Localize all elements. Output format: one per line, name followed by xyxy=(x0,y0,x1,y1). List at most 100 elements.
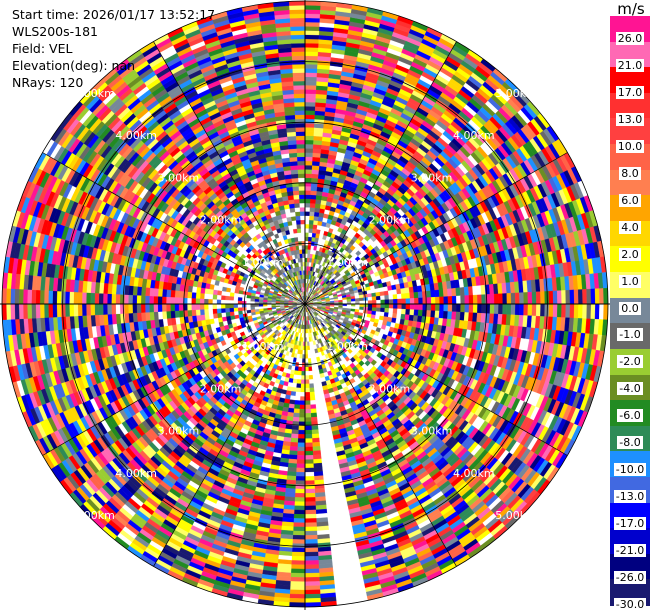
range-gate xyxy=(431,311,436,318)
range-gate xyxy=(595,289,600,304)
range-gate xyxy=(305,89,316,94)
range-gate xyxy=(456,288,461,296)
range-gate xyxy=(435,311,440,318)
range-gate xyxy=(305,468,314,472)
range-gate xyxy=(305,43,319,48)
range-gate xyxy=(372,297,376,301)
range-gate xyxy=(291,560,305,565)
range-gate xyxy=(536,292,541,304)
range-gate xyxy=(540,291,545,304)
range-gate xyxy=(305,102,316,106)
range-gate xyxy=(305,539,318,544)
range-gate xyxy=(289,455,297,460)
range-gate xyxy=(290,581,305,586)
range-gate xyxy=(540,304,545,317)
range-gate xyxy=(385,304,389,308)
range-gate xyxy=(305,165,312,169)
range-gate xyxy=(405,309,410,315)
range-gate xyxy=(310,207,315,212)
range-gate xyxy=(477,295,481,304)
range-gate xyxy=(305,472,314,476)
range-gate xyxy=(359,298,363,301)
range-gate xyxy=(298,434,305,438)
range-gate xyxy=(392,313,397,318)
range-gate xyxy=(305,438,312,442)
range-gate xyxy=(536,304,541,316)
range-gate xyxy=(360,304,364,307)
range-gate xyxy=(385,295,390,300)
range-gate xyxy=(305,506,316,510)
range-gate xyxy=(305,123,314,127)
range-gate xyxy=(305,405,311,409)
range-gate xyxy=(298,438,305,442)
range-gate xyxy=(300,396,305,400)
range-gate xyxy=(307,350,310,354)
range-gate xyxy=(410,293,415,299)
range-gate xyxy=(308,354,311,358)
range-gate xyxy=(511,304,515,315)
range-gate xyxy=(465,304,469,313)
range-gate xyxy=(298,426,305,430)
range-gate xyxy=(305,569,319,574)
range-gate xyxy=(305,531,317,536)
range-gate xyxy=(389,308,394,313)
range-gate xyxy=(305,413,311,417)
range-gate xyxy=(295,497,305,501)
range-gate xyxy=(389,295,394,300)
range-gate xyxy=(410,298,414,304)
range-gate xyxy=(305,514,316,519)
range-gate xyxy=(305,367,309,371)
range-gate xyxy=(305,9,320,14)
range-gate xyxy=(561,290,566,304)
range-gate xyxy=(290,577,305,582)
range-gate xyxy=(305,144,313,148)
range-gate xyxy=(410,304,414,310)
range-gate xyxy=(439,311,444,318)
range-gate xyxy=(311,195,317,200)
range-gate xyxy=(291,430,298,435)
range-gate xyxy=(305,106,315,110)
range-gate xyxy=(595,304,600,319)
range-gate xyxy=(292,539,305,544)
range-gate xyxy=(443,289,448,297)
range-gate xyxy=(426,310,431,317)
range-gate xyxy=(305,26,320,31)
range-gate xyxy=(591,289,596,304)
range-gate xyxy=(406,304,410,310)
range-gate xyxy=(381,300,385,304)
range-gate xyxy=(311,409,317,414)
range-gate xyxy=(312,434,319,439)
range-gate xyxy=(367,293,372,297)
range-gate xyxy=(578,289,583,304)
range-gate xyxy=(299,413,305,417)
range-gate xyxy=(309,388,314,393)
range-gate xyxy=(519,293,524,304)
range-gate xyxy=(293,535,305,540)
range-gate xyxy=(456,304,460,312)
range-gate xyxy=(393,304,397,309)
range-gate xyxy=(291,569,305,574)
range-gate xyxy=(599,304,604,320)
range-gate xyxy=(305,5,321,10)
range-gate xyxy=(292,425,299,430)
range-gate xyxy=(397,299,401,304)
range-gate xyxy=(490,294,494,304)
range-gate xyxy=(305,216,310,220)
range-gate xyxy=(310,396,315,401)
range-gate xyxy=(299,417,305,421)
range-gate xyxy=(355,298,359,301)
range-gate xyxy=(494,294,498,304)
range-gate xyxy=(294,518,305,523)
range-gate xyxy=(553,304,558,317)
range-gate xyxy=(305,598,321,603)
range-gate xyxy=(305,174,312,178)
range-gate xyxy=(312,165,319,170)
range-gate xyxy=(299,405,305,409)
range-gate xyxy=(305,232,309,236)
range-gate xyxy=(294,404,300,409)
range-gate xyxy=(414,304,418,310)
range-gate xyxy=(460,304,464,312)
range-gate xyxy=(305,77,317,82)
range-gate xyxy=(313,149,321,154)
